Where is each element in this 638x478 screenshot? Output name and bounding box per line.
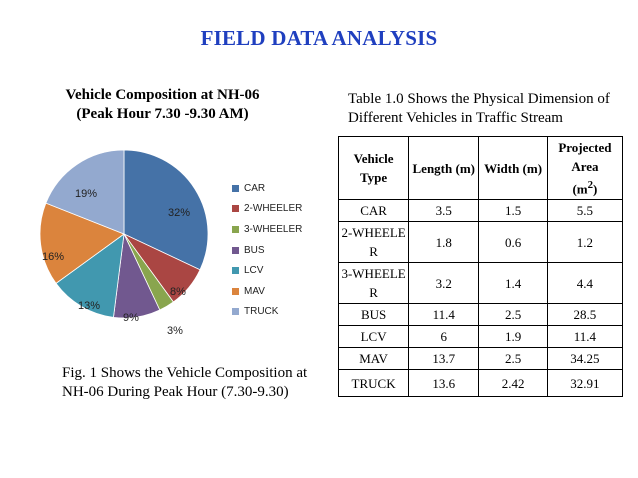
legend-label: CAR (244, 182, 266, 194)
pie-slice-lcv (55, 233, 125, 318)
header-length: Length (m) (408, 135, 480, 201)
cell-area: 32.91 (546, 369, 624, 398)
cell-area: 28.5 (546, 303, 624, 327)
table-caption: Table 1.0 Shows the Physical Dimension o… (348, 91, 610, 126)
table-row: 3-WHEELER 3.2 1.4 4.4 (337, 262, 624, 305)
cell-area: 11.4 (546, 325, 624, 349)
legend-swatch (232, 287, 239, 295)
table-row: CAR 3.5 1.5 5.5 (337, 199, 624, 223)
legend-swatch (232, 205, 239, 213)
chart-title-line1: Vehicle Composition at NH-06 (65, 87, 260, 103)
legend-item-mav: MAV (232, 281, 302, 302)
cell-area: 4.4 (546, 262, 624, 305)
legend-label: 3-WHEELER (244, 223, 303, 235)
pie-data-label: 19% (75, 188, 97, 200)
legend-item-truck: TRUCK (232, 302, 302, 323)
header-area-close: ) (593, 181, 598, 197)
table-row: BUS 11.4 2.5 28.5 (337, 303, 624, 327)
cell-area: 1.2 (546, 221, 624, 264)
legend-item-bus: BUS (232, 240, 302, 261)
header-width: Width (m) (478, 135, 548, 201)
legend-swatch (232, 246, 239, 254)
cell-area: 34.25 (546, 347, 624, 371)
legend-swatch (232, 267, 239, 275)
cell-width: 1.9 (478, 325, 548, 349)
legend-swatch (232, 184, 239, 192)
cell-width: 0.6 (478, 221, 548, 264)
cell-type: 3-WHEELER (337, 262, 410, 305)
cell-width: 1.4 (478, 262, 548, 305)
cell-length: 3.2 (408, 262, 480, 305)
table-row: 2-WHEELER 1.8 0.6 1.2 (337, 221, 624, 264)
cell-width: 2.42 (478, 369, 548, 398)
legend-label: BUS (244, 244, 265, 256)
legend-item-3-wheeler: 3-WHEELER (232, 219, 302, 240)
cell-length: 11.4 (408, 303, 480, 327)
table-header-row: Vehicle Type Length (m) Width (m) Projec… (337, 135, 624, 201)
pie-data-label: 13% (78, 300, 100, 312)
vehicle-dimensions-table: Vehicle Type Length (m) Width (m) Projec… (337, 135, 624, 398)
header-vehicle-type: Vehicle Type (337, 135, 410, 201)
pie-slice-truck (45, 150, 125, 235)
chart-title-line2: (Peak Hour 7.30 -9.30 AM) (76, 106, 249, 122)
table-row: TRUCK 13.6 2.42 32.91 (337, 369, 624, 398)
legend-label: 2-WHEELER (244, 203, 303, 215)
cell-area: 5.5 (546, 199, 624, 223)
header-area-sup: 2 (587, 179, 594, 191)
cell-length: 3.5 (408, 199, 480, 223)
figure-caption: Fig. 1 Shows the Vehicle Composition at … (62, 365, 308, 400)
pie-data-label: 9% (123, 312, 139, 324)
cell-type: TRUCK (337, 369, 410, 398)
pie-data-label: 3% (167, 325, 183, 337)
cell-type: LCV (337, 325, 410, 349)
cell-length: 13.6 (408, 369, 480, 398)
pie-data-label: 8% (170, 286, 186, 298)
pie-slice-car (123, 150, 209, 271)
chart-legend: CAR 2-WHEELER 3-WHEELER BUS LCV MAV TRUC… (232, 178, 302, 322)
header-projected-area: Projected Area (m2) (546, 135, 624, 201)
cell-type: BUS (337, 303, 410, 327)
table-row: LCV 6 1.9 11.4 (337, 325, 624, 349)
legend-swatch (232, 308, 239, 316)
header-area-unit: (m (572, 181, 588, 197)
chart-title: Vehicle Composition at NH-06 (Peak Hour … (40, 86, 285, 124)
pie-data-label: 16% (42, 251, 64, 263)
cell-length: 13.7 (408, 347, 480, 371)
cell-length: 1.8 (408, 221, 480, 264)
pie-data-label: 32% (168, 207, 190, 219)
cell-type: MAV (337, 347, 410, 371)
pie-chart: 32% 8% 3% 9% 13% 16% 19% (39, 150, 209, 337)
pie-slice-mav (39, 202, 125, 284)
legend-label: TRUCK (244, 306, 279, 318)
cell-width: 2.5 (478, 303, 548, 327)
cell-length: 6 (408, 325, 480, 349)
legend-label: MAV (244, 285, 265, 297)
slide-title: FIELD DATA ANALYSIS (200, 26, 438, 50)
legend-item-lcv: LCV (232, 260, 302, 281)
legend-swatch (232, 225, 239, 233)
legend-label: LCV (244, 265, 264, 277)
cell-width: 2.5 (478, 347, 548, 371)
cell-width: 1.5 (478, 199, 548, 223)
cell-type: CAR (337, 199, 410, 223)
cell-type: 2-WHEELER (337, 221, 410, 264)
header-area-main: Projected Area (558, 140, 612, 174)
table-row: MAV 13.7 2.5 34.25 (337, 347, 624, 371)
legend-item-2-wheeler: 2-WHEELER (232, 199, 302, 220)
legend-item-car: CAR (232, 178, 302, 199)
